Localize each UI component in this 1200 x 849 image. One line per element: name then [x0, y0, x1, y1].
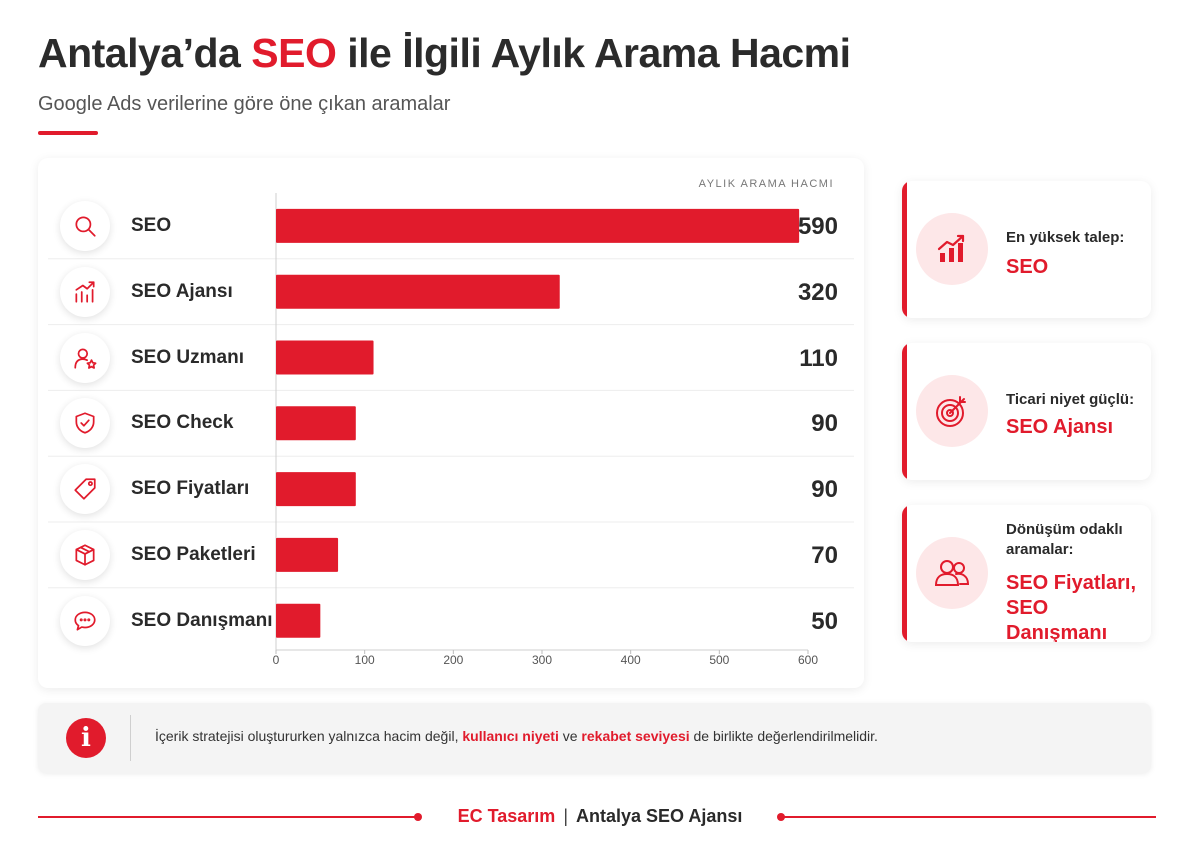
insight-label: Dönüşüm odaklı aramalar:	[1006, 521, 1123, 559]
insight-value: SEO Fiyatları, SEO Danışmanı	[1006, 572, 1137, 642]
value-label: 50	[811, 607, 838, 635]
value-label: 110	[799, 344, 838, 372]
page-title: Antalya’da SEO ile İlgili Aylık Arama Ha…	[38, 30, 851, 77]
x-tick-label: 400	[621, 653, 641, 667]
value-label: 90	[811, 476, 838, 504]
card-accent	[902, 505, 907, 642]
bar	[276, 472, 356, 507]
insight-card-conversion-focus: Dönüşüm odaklı aramalar: SEO Fiyatları, …	[902, 505, 1151, 642]
page-subtitle: Google Ads verilerine göre öne çıkan ara…	[38, 93, 451, 115]
bar-chart: 0 100 200 300 400 500 600	[48, 193, 854, 667]
note-divider	[130, 715, 131, 761]
title-before: Antalya’da	[38, 30, 241, 76]
shield-check-icon	[60, 398, 110, 449]
chart-card: 0 100 200 300 400 500 600 AYLIK ARAMA HACMI SE…	[38, 158, 864, 688]
bar	[276, 274, 560, 309]
title-underline	[38, 131, 98, 135]
title-highlight: SEO	[251, 30, 337, 76]
category-label: SEO Fiyatları	[131, 478, 250, 500]
footer: EC Tasarım | Antalya SEO Ajansı	[0, 806, 1200, 827]
footer-agency: Antalya SEO Ajansı	[576, 806, 743, 826]
footer-line-right	[783, 816, 1156, 818]
x-tick-label: 100	[355, 653, 375, 667]
target-icon	[916, 375, 988, 447]
growth-chart-icon	[60, 266, 110, 317]
bar	[276, 603, 321, 638]
value-axis-caption: AYLIK ARAMA HACMI	[698, 178, 834, 190]
card-accent	[902, 181, 907, 318]
x-tick-label: 300	[532, 653, 552, 667]
x-tick-label: 0	[273, 653, 280, 667]
search-icon	[60, 200, 110, 251]
users-icon	[916, 537, 988, 609]
user-star-icon	[60, 332, 110, 383]
category-label: SEO Ajansı	[131, 280, 233, 302]
category-label: SEO	[131, 214, 172, 236]
footer-dot-right	[777, 813, 785, 821]
insight-value: SEO Ajansı	[1006, 416, 1114, 438]
title-after: ile İlgili Aylık Arama Hacmi	[347, 30, 851, 76]
insight-label: En yüksek talep:	[1006, 229, 1125, 246]
footer-line-left	[38, 816, 416, 818]
note-text-part: İçerik stratejisi oluştururken yalnızca …	[155, 728, 459, 744]
info-icon: i	[66, 718, 106, 758]
note-emphasis-competition: rekabet seviyesi	[581, 728, 690, 744]
bar-chart-trend-icon	[916, 213, 988, 285]
value-label: 590	[797, 212, 838, 240]
price-tag-icon	[60, 464, 110, 515]
note-text: İçerik stratejisi oluştururken yalnızca …	[155, 728, 878, 744]
value-label: 90	[811, 410, 838, 438]
category-label: SEO Paketleri	[131, 543, 256, 565]
category-label: SEO Check	[131, 412, 234, 434]
insight-card-highest-demand: En yüksek talep: SEO	[902, 181, 1151, 318]
bar	[276, 208, 800, 243]
package-box-icon	[60, 529, 110, 580]
card-accent	[902, 343, 907, 480]
category-label: SEO Danışmanı	[131, 609, 273, 631]
x-tick-label: 500	[709, 653, 729, 667]
bar	[276, 537, 339, 572]
insight-label: Ticari niyet güçlü:	[1006, 391, 1135, 408]
bar	[276, 406, 356, 441]
x-tick-label: 200	[443, 653, 463, 667]
category-label: SEO Uzmanı	[131, 346, 244, 368]
info-note: i İçerik stratejisi oluştururken yalnızc…	[38, 703, 1151, 773]
chat-bubble-icon	[60, 595, 110, 646]
insight-card-commercial-intent: Ticari niyet güçlü: SEO Ajansı	[902, 343, 1151, 480]
insight-value: SEO	[1006, 256, 1049, 278]
footer-dot-left	[414, 813, 422, 821]
bar	[276, 340, 374, 375]
note-text-part: ve	[562, 728, 578, 744]
footer-brand: EC Tasarım	[457, 806, 556, 826]
value-label: 70	[811, 541, 838, 569]
footer-separator: |	[563, 806, 568, 826]
note-emphasis-user-intent: kullanıcı niyeti	[462, 728, 559, 744]
x-tick-label: 600	[798, 653, 818, 667]
note-text-part: de birlikte değerlendirilmelidir.	[693, 728, 878, 744]
value-label: 320	[797, 278, 838, 306]
